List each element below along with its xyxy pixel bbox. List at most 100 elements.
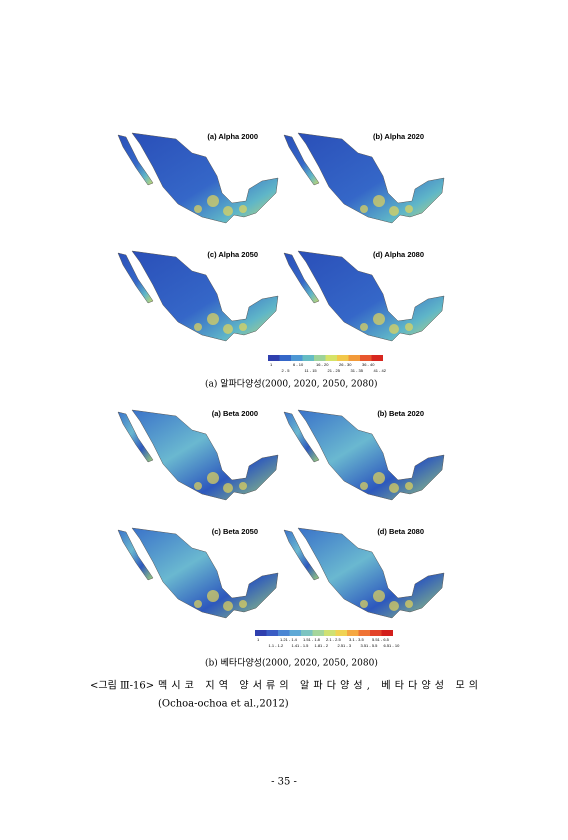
- map-hotspot: [223, 483, 233, 493]
- legend-label: 6.51 - 10: [384, 643, 401, 648]
- map-mainland: [297, 409, 445, 501]
- map-hotspot: [207, 313, 219, 325]
- panel-label: (c) Beta 2050: [212, 527, 258, 536]
- map-hotspot: [405, 323, 413, 331]
- legend-swatch: [268, 355, 280, 361]
- legend-label: 1.51 - 1.8: [303, 637, 321, 642]
- figure-caption: 멕시코 지역 양서류의 알파다양성, 베타다양성 모의: [158, 680, 478, 692]
- map-hotspot: [207, 590, 219, 602]
- map-hotspot: [194, 482, 202, 490]
- legend-label: 3.1 - 3.5: [349, 637, 364, 642]
- map-hotspot: [194, 323, 202, 331]
- map: [283, 250, 445, 342]
- legend-label: 36 - 40: [362, 362, 375, 367]
- legend-swatch: [381, 630, 393, 636]
- map-hotspot: [405, 205, 413, 213]
- legend-label: 1: [257, 637, 260, 642]
- panel-label: (c) Alpha 2050: [207, 250, 258, 259]
- legend-swatch: [302, 355, 314, 361]
- map-hotspot: [360, 323, 368, 331]
- map-hotspot: [207, 195, 219, 207]
- map: [117, 250, 279, 342]
- map-hotspot: [239, 482, 247, 490]
- legend-label: 5.51 - 6.5: [372, 637, 390, 642]
- map-baja: [283, 411, 320, 463]
- legend-label: 21 - 25: [328, 368, 341, 373]
- legend-swatch: [324, 630, 336, 636]
- map-hotspot: [360, 600, 368, 608]
- legend-label: 1.21 - 1.4: [280, 637, 298, 642]
- legend-label: 41 - 42: [374, 368, 387, 373]
- legend-swatch: [325, 355, 337, 361]
- map-hotspot: [194, 205, 202, 213]
- figure-label: <그림 Ⅲ-16>: [90, 680, 154, 692]
- map-mainland: [131, 409, 279, 501]
- legend-swatch: [291, 355, 303, 361]
- legend-swatch: [314, 355, 326, 361]
- panel-label: (d) Beta 2080: [377, 527, 424, 536]
- legend-swatch: [370, 630, 382, 636]
- citation: (Ochoa-ochoa et al.,2012): [158, 699, 289, 710]
- map-baja: [283, 252, 320, 304]
- map-hotspot: [207, 472, 219, 484]
- map: [117, 132, 279, 224]
- map-baja: [283, 134, 320, 186]
- map-hotspot: [373, 590, 385, 602]
- legend-label: 1.1 - 1.2: [269, 643, 284, 648]
- legend-label: 1.41 - 1.5: [292, 643, 310, 648]
- map-baja: [117, 529, 154, 581]
- legend-swatch: [255, 630, 267, 636]
- legend-swatch: [371, 355, 383, 361]
- map-hotspot: [360, 205, 368, 213]
- page-number: - 35 -: [271, 777, 297, 788]
- legend-label: 11 - 15: [305, 368, 318, 373]
- legend-swatch: [301, 630, 313, 636]
- panel-label: (a) Alpha 2000: [207, 132, 258, 141]
- legend-label: 2.1 - 2.5: [326, 637, 341, 642]
- map-hotspot: [223, 324, 233, 334]
- subfigure-caption: (b) 베타다양성(2000, 2020, 2050, 2080): [205, 658, 378, 669]
- legend-label: 1: [270, 362, 273, 367]
- map-hotspot: [239, 323, 247, 331]
- legend-swatch: [279, 355, 291, 361]
- map-baja: [117, 411, 154, 463]
- map-baja: [117, 252, 154, 304]
- map: [283, 527, 445, 619]
- legend-label: 31 - 35: [351, 368, 364, 373]
- map-hotspot: [373, 472, 385, 484]
- map-hotspot: [194, 600, 202, 608]
- map-hotspot: [389, 601, 399, 611]
- map-hotspot: [239, 600, 247, 608]
- legend-label: 2 - 5: [282, 368, 291, 373]
- legend-swatch: [266, 630, 278, 636]
- legend-swatch: [278, 630, 290, 636]
- panel-label: (b) Alpha 2020: [373, 132, 424, 141]
- map-mainland: [131, 250, 279, 342]
- map-hotspot: [223, 601, 233, 611]
- map-mainland: [297, 250, 445, 342]
- map: [117, 409, 279, 501]
- legend-label: 2.51 - 3: [338, 643, 352, 648]
- map-hotspot: [373, 313, 385, 325]
- legend-label: 26 - 30: [339, 362, 352, 367]
- legend-swatch: [360, 355, 372, 361]
- map-hotspot: [373, 195, 385, 207]
- legend-swatch: [347, 630, 359, 636]
- map-mainland: [131, 527, 279, 619]
- legend-label: 3.51 - 5.5: [361, 643, 379, 648]
- map-hotspot: [389, 483, 399, 493]
- legend-swatch: [312, 630, 324, 636]
- map-mainland: [297, 132, 445, 224]
- legend-label: 6 - 10: [293, 362, 304, 367]
- legend-swatch: [289, 630, 301, 636]
- legend-swatch: [358, 630, 370, 636]
- legend-swatch: [337, 355, 349, 361]
- map-hotspot: [405, 482, 413, 490]
- subfigure-caption: (a) 알파다양성(2000, 2020, 2050, 2080): [205, 379, 377, 390]
- map-hotspot: [405, 600, 413, 608]
- legend-swatch: [348, 355, 360, 361]
- panel-label: (b) Beta 2020: [377, 409, 424, 418]
- map-hotspot: [239, 205, 247, 213]
